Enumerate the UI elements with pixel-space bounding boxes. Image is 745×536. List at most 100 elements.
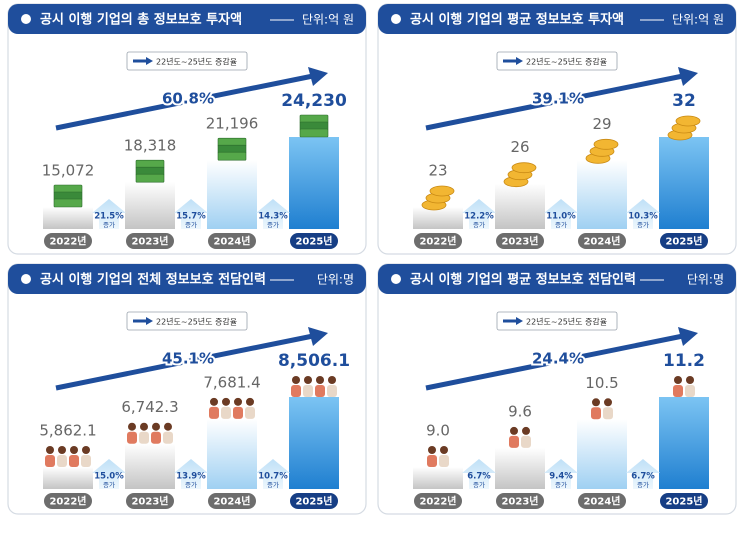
year-label: 2025년 [295,235,332,248]
person-head [210,397,218,406]
person-head [128,422,136,431]
change-label: 증가 [103,220,115,229]
legend-box [126,311,248,331]
change-label: 증가 [267,220,279,229]
panel: 공시 이행 기업의 평균 정보보호 전담인력 단위:명 22년도~25년도 증감율 2… [377,263,737,515]
year-label: 2022년 [49,495,86,508]
change-label: 증가 [555,480,567,489]
header-dot [21,274,31,284]
panel: 공시 이행 기업의 전체 정보보호 전담인력 단위:명 22년도~25년도 증감율 4… [7,263,367,515]
change-label: 증가 [637,220,649,229]
person-body [151,431,161,444]
panel-title: 공시 이행 기업의 평균 정보보호 전담인력 [410,272,636,288]
growth-arrowhead [308,327,328,346]
person-body [673,385,683,397]
growth-arrowhead [678,327,698,346]
coin-icon [511,162,537,174]
person-head [58,446,66,454]
year-pill [578,493,626,509]
person-head [674,376,682,384]
person-body [163,431,173,444]
panel-title: 공시 이행 기업의 평균 정보보호 투자액 [410,12,624,28]
bar [43,207,93,229]
person-head [686,376,694,384]
person-head [428,446,436,454]
bar [577,419,627,489]
change-rate: 10.3% [628,212,658,222]
change-label: 증가 [185,480,197,489]
legend-arrowhead [146,57,153,65]
person-body [427,455,437,467]
year-label: 2022년 [419,235,456,248]
change-rate: 12.2% [464,212,494,222]
value-label: 5,862.1 [39,422,96,440]
legend-arrowhead [146,317,153,325]
person-body [221,406,231,419]
change-label: 증가 [555,220,567,229]
year-pill [208,493,256,509]
bar [125,443,175,489]
year-pill [660,493,708,509]
legend-box [126,51,248,71]
year-label: 2023년 [131,495,168,508]
person-head [440,446,448,454]
year-pill [208,233,256,249]
year-label: 2024년 [583,235,620,248]
change-label: 증가 [267,480,279,489]
year-pill [290,233,338,249]
panel-header [378,264,736,294]
change-label: 증가 [637,480,649,489]
person-head [70,446,78,454]
growth-arrow [425,73,684,131]
person-head [510,426,518,435]
person-body [209,406,219,419]
year-label: 2022년 [419,495,456,508]
value-label: 29 [592,115,611,133]
person-body [127,431,137,444]
change-rate: 10.7% [258,472,288,482]
change-arrow [544,199,578,229]
growth-arrow [425,333,684,391]
person-head [292,376,300,384]
growth-arrowhead [678,67,698,86]
person-body [45,455,55,467]
person-body [509,435,519,448]
bar [289,137,339,229]
year-pill [496,493,544,509]
header-dot [391,274,401,284]
legend-arrowhead [516,317,523,325]
header-dot [21,14,31,24]
panel-header [8,264,366,294]
change-label: 증가 [185,220,197,229]
year-pill [578,233,626,249]
year-pill [44,493,92,509]
change-rate: 15.7% [176,212,206,222]
cash-icon [217,151,247,161]
person-body [81,455,91,467]
year-label: 2023년 [501,235,538,248]
year-label: 2023년 [501,495,538,508]
panel-header [8,4,366,34]
change-rate: 14.3% [258,212,288,222]
value-label: 32 [672,91,696,111]
legend-box [496,51,618,71]
person-head [164,422,172,431]
coin-icon [429,185,455,197]
legend-box [496,311,618,331]
legend-arrowhead [516,57,523,65]
value-label: 9.0 [426,422,450,440]
year-pill [496,233,544,249]
person-body [233,406,243,419]
growth-rate: 39.1% [532,90,584,108]
change-arrow [462,199,496,229]
change-arrow [626,459,660,489]
person-head [604,398,612,407]
person-body [69,455,79,467]
person-head [304,376,312,384]
value-label: 21,196 [206,115,259,133]
growth-rate: 60.8% [162,90,214,108]
person-body [303,385,313,397]
person-body [591,407,601,420]
change-arrow [92,459,126,489]
person-body [685,385,695,397]
